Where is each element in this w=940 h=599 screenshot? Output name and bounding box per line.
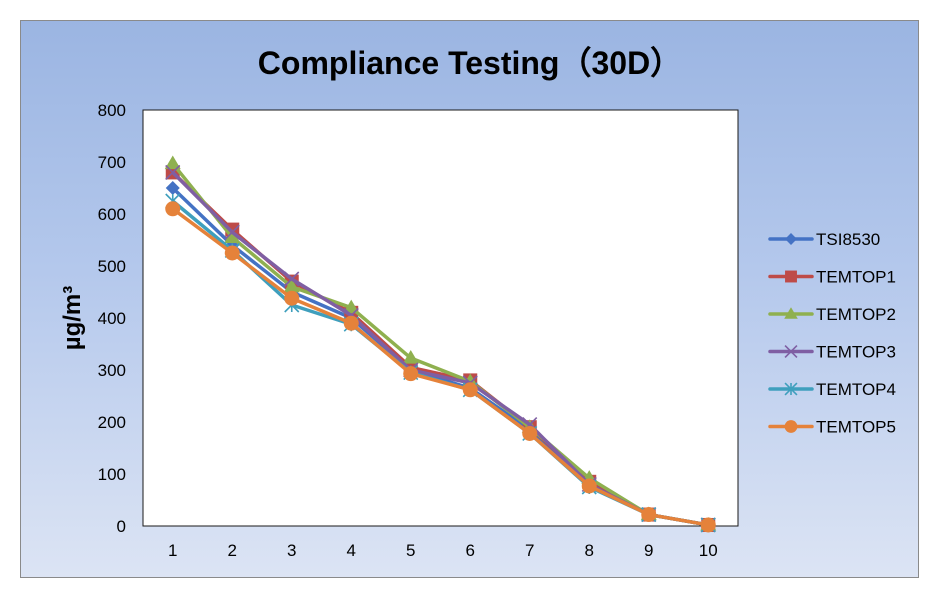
y-tick-label: 600 <box>98 205 126 224</box>
data-point <box>343 299 360 314</box>
data-point <box>165 201 181 217</box>
data-point <box>164 155 181 170</box>
chart-title: Compliance Testing（30D） <box>258 45 682 81</box>
data-point <box>284 290 300 306</box>
legend-marker-x-icon <box>784 344 798 359</box>
data-point <box>700 517 716 533</box>
x-tick-label: 9 <box>644 541 653 560</box>
legend-marker-circle-icon <box>784 420 798 433</box>
legend-item: TEMTOP3 <box>768 343 896 362</box>
data-point <box>581 478 597 494</box>
data-point <box>283 278 300 293</box>
x-axis-ticks: 1 2 3 4 5 6 7 8 9 10 <box>168 541 718 560</box>
legend-marker-diamond-icon <box>785 233 797 245</box>
x-tick-label: 6 <box>466 541 475 560</box>
legend-label: TEMTOP1 <box>816 268 896 287</box>
data-point <box>284 271 300 287</box>
y-tick-label: 800 <box>98 101 126 120</box>
x-tick-label: 5 <box>406 541 415 560</box>
y-tick-label: 0 <box>117 517 126 536</box>
legend-marker-star-icon <box>784 382 798 396</box>
data-point <box>462 382 478 398</box>
data-point <box>641 507 657 523</box>
legend-marker-square-icon <box>785 270 797 283</box>
legend: TSI8530 TEMTOP1 TEMTOP2 TEMTOP3 TEMTOP4 TEMTO… <box>768 230 896 437</box>
data-point <box>224 229 241 243</box>
x-tick-label: 3 <box>287 541 296 560</box>
x-tick-label: 10 <box>699 541 718 560</box>
y-axis-label: µg/m³ <box>59 286 86 351</box>
x-tick-label: 1 <box>168 541 177 560</box>
series-group <box>164 155 717 533</box>
y-tick-label: 700 <box>98 153 126 172</box>
series-line <box>171 162 709 527</box>
legend-label: TEMTOP4 <box>816 380 896 399</box>
y-tick-label: 100 <box>98 465 126 484</box>
data-point <box>165 181 180 195</box>
legend-item: TEMTOP5 <box>768 418 896 437</box>
data-point <box>224 245 240 261</box>
y-axis-ticks: 0 100 200 300 400 500 600 700 800 <box>98 101 126 536</box>
legend-item: TEMTOP4 <box>768 380 896 399</box>
y-tick-label: 400 <box>98 309 126 328</box>
plot-area <box>142 109 739 527</box>
legend-label: TEMTOP2 <box>816 305 896 324</box>
legend-label: TSI8530 <box>816 230 880 249</box>
data-point <box>165 164 181 180</box>
legend-item: TSI8530 <box>768 230 880 249</box>
legend-marker-triangle-icon <box>784 307 798 319</box>
x-tick-label: 8 <box>585 541 594 560</box>
y-tick-label: 300 <box>98 361 126 380</box>
data-point <box>224 224 240 240</box>
data-point <box>403 366 419 382</box>
x-tick-label: 7 <box>525 541 534 560</box>
legend-item: TEMTOP2 <box>768 305 896 324</box>
y-axis-label-text: µg/m³ <box>59 286 86 351</box>
legend-label: TEMTOP5 <box>816 418 896 437</box>
data-point <box>402 350 419 364</box>
y-tick-label: 500 <box>98 257 126 276</box>
legend-item: TEMTOP1 <box>768 268 896 287</box>
x-tick-label: 2 <box>228 541 237 560</box>
series-temtop5 <box>165 201 716 533</box>
x-tick-label: 4 <box>347 541 356 560</box>
series-line <box>171 207 709 527</box>
legend-label: TEMTOP3 <box>816 343 896 362</box>
data-point <box>343 315 359 331</box>
y-tick-label: 200 <box>98 413 126 432</box>
data-point <box>522 425 538 441</box>
